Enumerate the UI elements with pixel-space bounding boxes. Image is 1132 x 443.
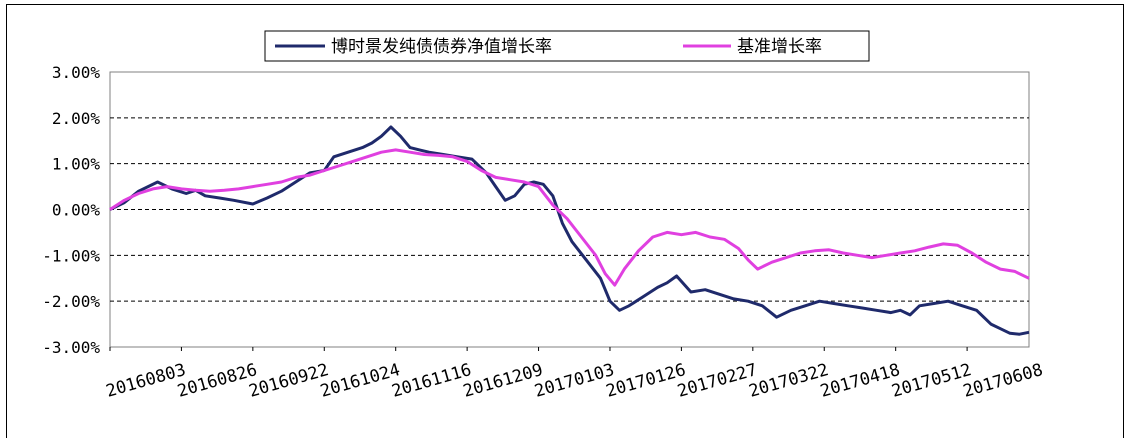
- x-tick-label: 20170418: [818, 360, 902, 402]
- x-tick-label: 20160922: [247, 360, 331, 402]
- x-tick-label: 20170126: [604, 360, 688, 402]
- y-tick-label: -1.00%: [42, 246, 100, 265]
- line-chart: 3.00% 2.00% 1.00% 0.00% -1.00% -2.00% -3.00% 2…: [42, 30, 1045, 402]
- y-tick-label: 2.00%: [52, 109, 101, 128]
- grid-lines: [110, 117, 1029, 302]
- x-tick-label: 20160803: [104, 360, 188, 402]
- x-tick-label: 20161116: [390, 360, 474, 402]
- x-tick-label: 20170227: [675, 360, 759, 402]
- x-tick-label: 20170322: [747, 360, 831, 402]
- plot-area: [109, 71, 1030, 348]
- x-tick-label: 20170103: [532, 360, 616, 402]
- series-line-benchmark: [109, 148, 1030, 287]
- x-tick-label: 20161024: [318, 360, 402, 402]
- series-lines: [109, 125, 1030, 336]
- legend-box: [264, 30, 870, 62]
- x-tick-label: 20160826: [175, 360, 259, 402]
- y-tick-label: 1.00%: [52, 155, 101, 174]
- y-tick-label: 0.00%: [52, 201, 101, 220]
- x-tick-label: 20161209: [461, 360, 545, 402]
- x-tick-label: 20170608: [961, 360, 1045, 402]
- legend-label-fund: 博时景发纯债债券净值增长率: [331, 37, 552, 57]
- y-axis-ticks: 3.00% 2.00% 1.00% 0.00% -1.00% -2.00% -3.00%: [42, 63, 100, 357]
- legend: 博时景发纯债债券净值增长率 基准增长率: [264, 30, 870, 62]
- x-axis-ticks: 2016080320160826201609222016102420161116…: [104, 347, 1045, 402]
- y-tick-label: -3.00%: [42, 338, 100, 357]
- chart-frame: 3.00% 2.00% 1.00% 0.00% -1.00% -2.00% -3.00% 2…: [6, 4, 1124, 438]
- y-tick-label: -2.00%: [42, 292, 100, 311]
- x-tick-label: 20170512: [890, 360, 974, 402]
- y-tick-label: 3.00%: [52, 63, 101, 82]
- legend-label-benchmark: 基准增长率: [737, 37, 822, 57]
